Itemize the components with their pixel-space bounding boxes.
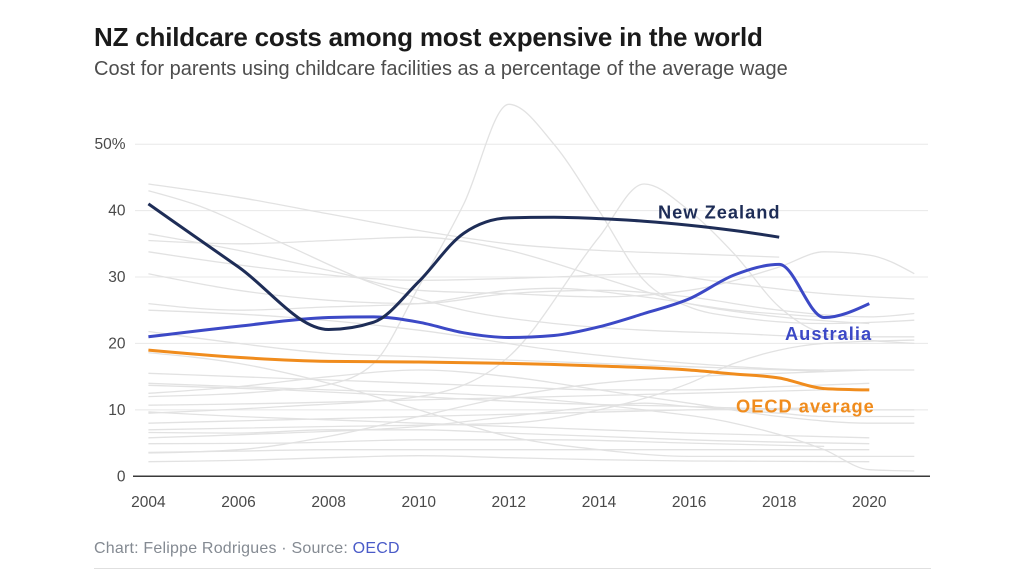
svg-text:2020: 2020 [852, 494, 887, 511]
svg-text:Australia: Australia [785, 323, 872, 344]
svg-text:2012: 2012 [492, 494, 526, 511]
svg-text:2016: 2016 [672, 494, 706, 511]
svg-text:New Zealand: New Zealand [658, 202, 781, 223]
svg-text:2014: 2014 [582, 494, 617, 511]
svg-text:40: 40 [108, 203, 126, 220]
svg-text:2008: 2008 [311, 494, 345, 511]
svg-text:0: 0 [117, 468, 126, 485]
svg-text:OECD average: OECD average [736, 396, 875, 417]
svg-text:30: 30 [108, 269, 126, 286]
svg-text:2018: 2018 [762, 494, 796, 511]
svg-text:2006: 2006 [221, 494, 255, 511]
svg-text:2010: 2010 [401, 494, 436, 511]
svg-text:10: 10 [108, 402, 126, 419]
svg-text:50%: 50% [94, 136, 125, 153]
svg-text:20: 20 [108, 335, 126, 352]
svg-text:2004: 2004 [131, 494, 166, 511]
